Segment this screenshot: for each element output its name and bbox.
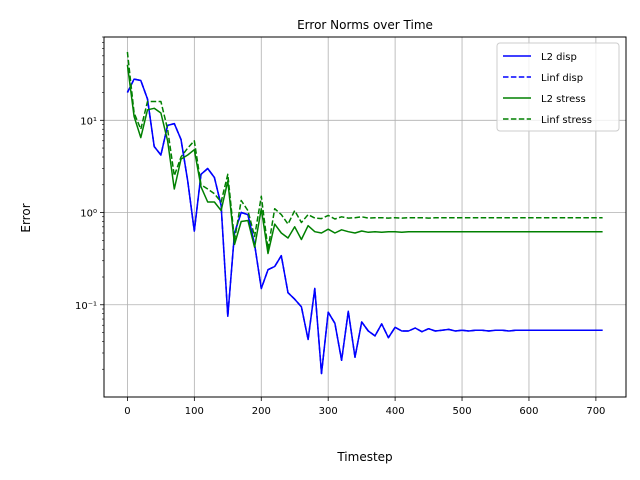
chart-title: Error Norms over Time bbox=[297, 18, 433, 32]
x-tick-label: 700 bbox=[586, 406, 605, 417]
x-tick-label: 500 bbox=[452, 406, 471, 417]
legend-label: Linf disp bbox=[541, 73, 583, 84]
y-tick-label: 10⁻¹ bbox=[75, 301, 97, 312]
x-axis-label: Timestep bbox=[336, 450, 392, 464]
axis-ticks: 0 100 200 300 400 500 600 700 10⁻¹ 10⁰ 10¹ bbox=[75, 36, 605, 417]
series-line-linf-disp bbox=[126, 78, 603, 375]
x-tick-label: 100 bbox=[185, 406, 204, 417]
legend-label: L2 disp bbox=[541, 52, 577, 63]
y-tick-label: 10⁰ bbox=[80, 209, 97, 220]
x-tick-label: 300 bbox=[319, 406, 338, 417]
series-line-l2-stress bbox=[126, 64, 603, 255]
x-tick-label: 200 bbox=[252, 406, 271, 417]
x-tick-label: 600 bbox=[519, 406, 538, 417]
series-lines bbox=[126, 51, 603, 375]
legend-box bbox=[496, 42, 620, 132]
x-tick-label: 0 bbox=[124, 406, 130, 417]
legend: L2 disp Linf disp L2 stress Linf stress bbox=[496, 42, 620, 132]
legend-label: Linf stress bbox=[541, 115, 592, 126]
series-line-linf-stress bbox=[126, 51, 603, 250]
y-axis-label: Error bbox=[19, 203, 33, 232]
legend-label: L2 stress bbox=[541, 94, 586, 105]
x-tick-label: 400 bbox=[386, 406, 405, 417]
y-tick-label: 10¹ bbox=[80, 116, 97, 127]
